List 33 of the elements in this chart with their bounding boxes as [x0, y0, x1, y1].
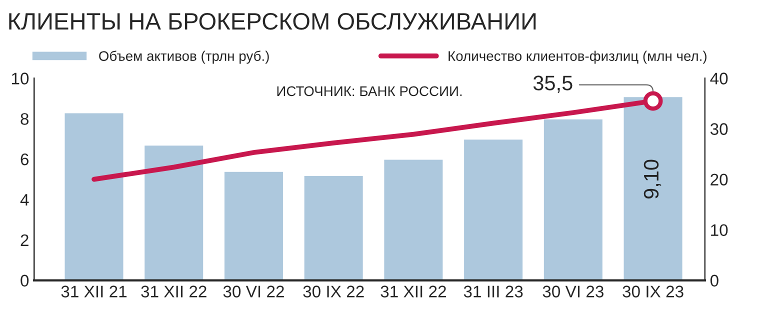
x-tick-label: 31 XII 22 [141, 286, 206, 298]
bar [223, 170, 284, 280]
legend-label: Количество клиентов-физлиц (млн чел.) [448, 50, 706, 64]
y2-tick-label: 10 [711, 224, 728, 236]
bar [462, 138, 524, 280]
x-tick-label: 31 III 23 [464, 286, 523, 298]
x-tick-label: 30 IX 22 [303, 286, 364, 298]
x-tick-label: 31 XII 22 [380, 286, 446, 298]
y2-tick-label: 30 [710, 123, 728, 135]
bar [63, 112, 125, 280]
x-tick-label: 31 XII 21 [61, 286, 127, 298]
y-tick-label: 4 [20, 194, 29, 206]
chart-title: КЛИЕНТЫ НА БРОКЕРСКОМ ОБСЛУЖИВАНИИ [9, 12, 536, 30]
y2-tick-label: 0 [710, 274, 718, 287]
x-tick-label: 30 VI 23 [542, 286, 604, 298]
bar [143, 144, 205, 280]
y2-tick-label: 40 [710, 72, 728, 84]
data-label: 35,5 [533, 76, 572, 93]
data-label: 9,10 [644, 160, 662, 198]
x-tick-label: 30 IX 23 [622, 286, 684, 298]
bar [542, 118, 604, 280]
y-tick-label: 0 [20, 274, 29, 287]
annotation: ИСТОЧНИК: БАНК РОССИИ. [277, 86, 462, 96]
x-tick-label: 30 VI 22 [223, 286, 284, 298]
bar [302, 174, 364, 280]
bar [382, 158, 444, 280]
y-tick-label: 10 [12, 72, 29, 84]
y-tick-label: 2 [20, 234, 28, 246]
y2-tick-label: 20 [710, 174, 728, 186]
bar [622, 96, 684, 280]
y-tick-label: 8 [20, 113, 29, 125]
legend-label: Объем активов (трлн руб.) [99, 50, 269, 64]
y-tick-label: 6 [20, 153, 29, 166]
